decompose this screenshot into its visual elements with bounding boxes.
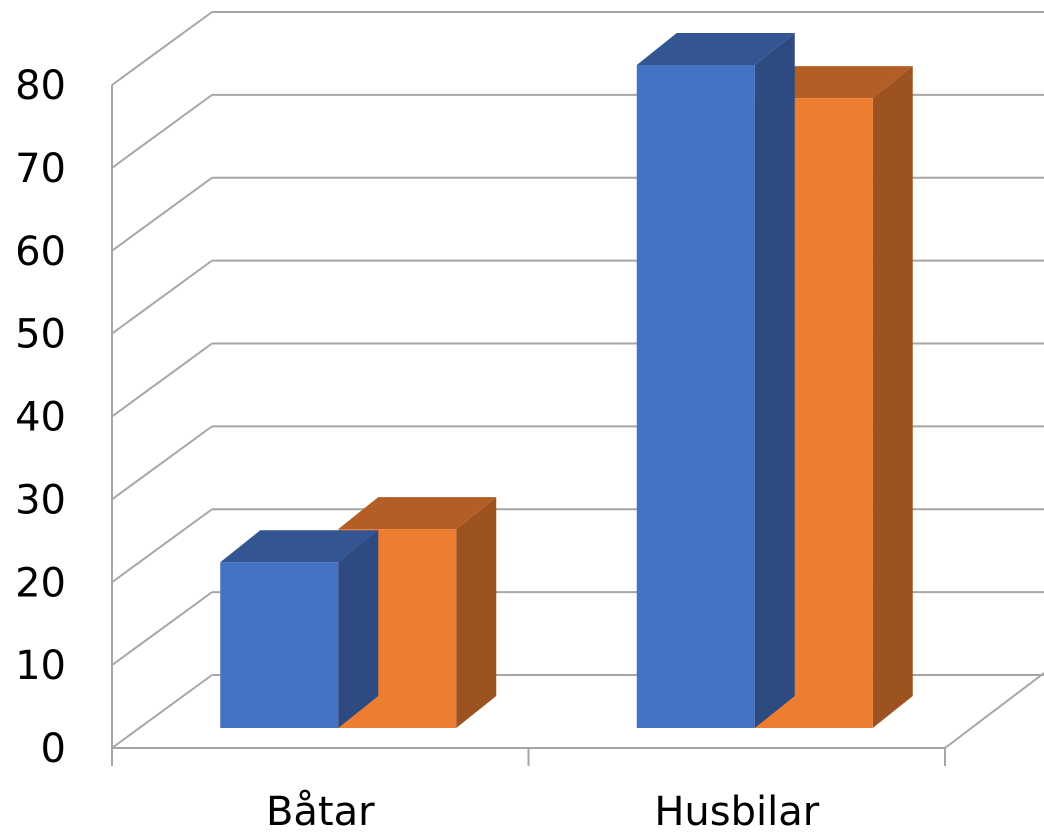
y-tick-label-10: 10 bbox=[15, 643, 66, 689]
y-tick-label-70: 70 bbox=[15, 146, 66, 192]
bar-series0-Båtar bbox=[220, 530, 379, 728]
x-category-label-1: Husbilar bbox=[654, 789, 819, 835]
floor-right-edge bbox=[944, 672, 1044, 749]
y-tick-label-0: 0 bbox=[41, 726, 66, 772]
y-tick-label-40: 40 bbox=[15, 395, 66, 441]
bar-series0-Husbilar bbox=[636, 33, 795, 728]
bars-layer bbox=[220, 33, 913, 728]
y-tick-label-80: 80 bbox=[15, 63, 66, 109]
bar-series1-Husbilar bbox=[754, 66, 913, 728]
gridline-0 bbox=[111, 674, 213, 749]
y-tick-label-50: 50 bbox=[15, 312, 66, 358]
x-category-label-0: Båtar bbox=[266, 789, 375, 835]
labels-layer: 0 10 20 30 40 50 60 70 80 Båtar Husbilar bbox=[15, 63, 820, 835]
gridline-80 bbox=[111, 11, 1044, 86]
y-tick-label-20: 20 bbox=[15, 560, 66, 606]
y-tick-label-30: 30 bbox=[15, 477, 66, 523]
y-tick-label-60: 60 bbox=[15, 229, 66, 275]
